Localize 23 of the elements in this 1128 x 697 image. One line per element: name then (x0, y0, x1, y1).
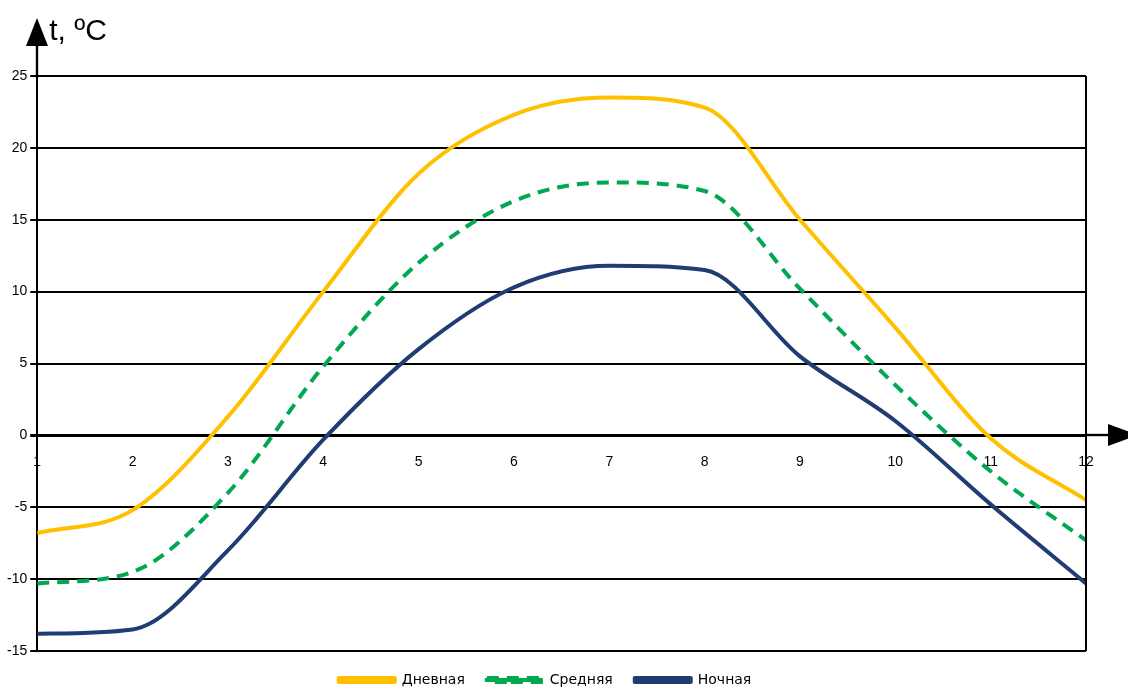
x-tick-label: 10 (887, 452, 904, 469)
y-tick-label: 10 (11, 282, 28, 299)
y-tick-label: 20 (11, 138, 28, 155)
x-tick-label: 5 (414, 452, 423, 469)
y-tick-label: -5 (14, 498, 28, 515)
x-tick-label: 9 (796, 452, 805, 469)
x-tick-label: 8 (700, 452, 709, 469)
y-tick-label: -15 (7, 641, 28, 658)
y-tick-label: 25 (11, 66, 28, 83)
x-tick-label: 7 (605, 452, 614, 469)
y-tick-label: 0 (19, 426, 28, 443)
x-tick-label: 4 (319, 452, 328, 469)
x-tick-label: 3 (224, 452, 233, 469)
y-tick-label: 15 (11, 210, 28, 227)
x-tick-label: 11 (983, 452, 999, 469)
legend-label: Ночная (697, 670, 752, 687)
x-tick-label: 6 (510, 452, 519, 469)
legend-label: Средняя (549, 670, 613, 687)
x-tick-label: 2 (128, 452, 137, 469)
y-tick-label: -10 (7, 569, 28, 586)
y-axis-title: t, ºC (49, 13, 107, 46)
y-tick-label: 5 (19, 354, 28, 371)
legend-label: Дневная (401, 670, 465, 687)
